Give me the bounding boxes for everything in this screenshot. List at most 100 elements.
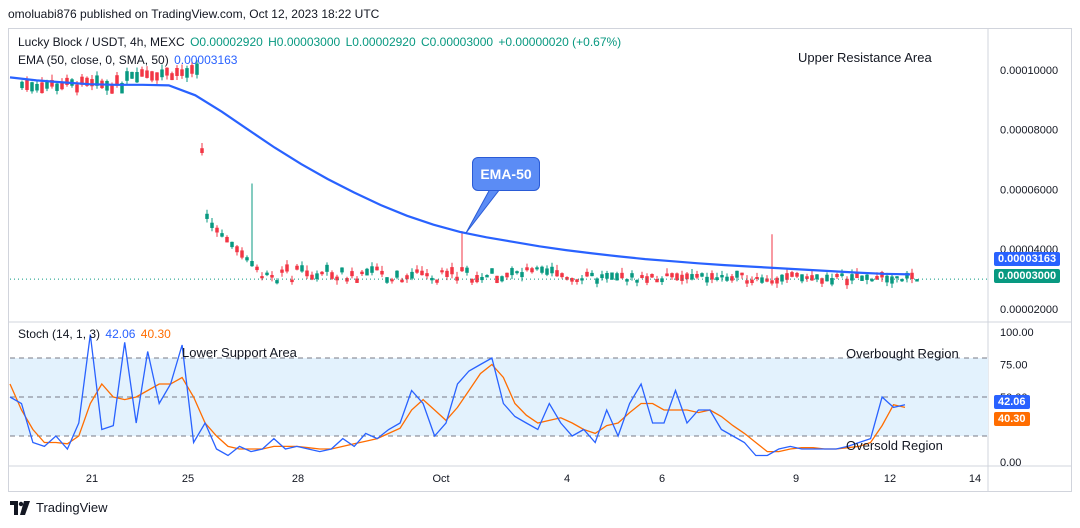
stoch-k-tag: 42.06 (994, 395, 1030, 409)
candle-body (855, 273, 859, 279)
candle-body (90, 79, 94, 87)
symbol-label[interactable]: Lucky Block / USDT, 4h, MEXC (18, 35, 185, 49)
candle-body (420, 270, 424, 276)
candle-body (295, 265, 299, 270)
candle-body (160, 69, 164, 78)
candle-body (145, 70, 149, 78)
candle-body (60, 83, 64, 90)
candle-body (790, 272, 794, 277)
candle-body (830, 278, 834, 285)
candle-body (320, 271, 324, 275)
candle-body (355, 278, 359, 283)
candle-body (845, 278, 849, 286)
candle-body (210, 222, 214, 228)
candle-body (545, 268, 549, 275)
candle-body (640, 275, 644, 278)
footer-brand: TradingView (36, 500, 108, 515)
candle-body (105, 80, 109, 91)
candle-body (795, 272, 799, 277)
candle-body (815, 274, 819, 280)
stoch-d-line (9, 363, 906, 453)
price-tick-label: 0.00010000 (1000, 65, 1058, 77)
candle-body (430, 277, 434, 281)
candle-body (710, 273, 714, 280)
candle-body (530, 268, 534, 273)
candle-body (625, 279, 629, 282)
candle-body (490, 268, 494, 274)
candle-body (650, 274, 654, 278)
candle-body (220, 233, 224, 237)
time-tick-label: 9 (793, 473, 799, 485)
change-value: +0.00000020 (+0.67%) (498, 35, 622, 49)
stoch-tick-label: 0.00 (1000, 457, 1021, 469)
candle-body (80, 76, 84, 85)
candle-body (115, 75, 119, 86)
candle-body (515, 271, 519, 274)
candle-body (775, 277, 779, 284)
candle-body (910, 272, 914, 279)
candle-body (65, 77, 69, 85)
candle-body (850, 274, 854, 281)
ema-callout: EMA-50 (472, 157, 540, 191)
candle-body (525, 267, 529, 271)
candle-body (280, 269, 284, 273)
ema-label[interactable]: EMA (50, close, 0, SMA, 50) (18, 53, 169, 67)
candle-body (390, 279, 394, 282)
candle-body (20, 81, 24, 89)
candle-body (255, 266, 259, 271)
stoch-k-line (9, 334, 906, 457)
stoch-legend: Stoch (14, 1, 3) 42.06 40.30 (18, 327, 173, 341)
candle-body (615, 273, 619, 281)
candle-body (445, 270, 449, 277)
candle-body (550, 266, 554, 274)
candle-body (95, 75, 99, 86)
candle-body (780, 274, 784, 282)
candle-body (655, 279, 659, 283)
candle-body (630, 273, 634, 278)
candle-body (565, 277, 569, 280)
candle-body (395, 270, 399, 278)
low-value: L0.00002920 (345, 35, 416, 49)
candle-body (375, 266, 379, 271)
candle-body (635, 280, 639, 283)
candle-body (535, 267, 539, 270)
candle-body (805, 276, 809, 279)
candle-body (185, 68, 189, 78)
candle-body (325, 264, 329, 272)
candle-body (165, 67, 169, 76)
candle-body (215, 227, 219, 233)
candle-body (735, 270, 739, 278)
candle-body (785, 273, 789, 280)
candle-body (720, 275, 724, 278)
candle-body (125, 71, 129, 81)
candle-body (835, 273, 839, 278)
candle-body (540, 266, 544, 273)
candle-body (480, 276, 484, 281)
candle-body (265, 272, 269, 276)
stoch-label[interactable]: Stoch (14, 1, 3) (18, 327, 101, 341)
candle-body (505, 272, 509, 278)
tradingview-footer[interactable]: TradingView (10, 500, 108, 515)
candle-body (350, 271, 354, 277)
candle-body (575, 279, 579, 282)
candle-body (200, 148, 204, 153)
candle-body (85, 77, 89, 86)
candle-body (475, 275, 479, 283)
candle-body (715, 277, 719, 281)
candle-body (595, 278, 599, 284)
candle-body (415, 269, 419, 273)
candle-body (600, 274, 604, 279)
ema-line (9, 76, 911, 276)
candle-body (555, 270, 559, 277)
candle-body (335, 276, 339, 281)
candle-body (915, 279, 919, 282)
candle-body (150, 71, 154, 81)
price-tick-label: 0.00008000 (1000, 125, 1058, 137)
candle-body (110, 84, 114, 94)
candle-body (360, 271, 364, 275)
candle-body (825, 274, 829, 282)
candle-body (45, 81, 49, 89)
candle-body (700, 273, 704, 277)
time-tick-label: 21 (86, 473, 98, 485)
candle-body (840, 273, 844, 277)
